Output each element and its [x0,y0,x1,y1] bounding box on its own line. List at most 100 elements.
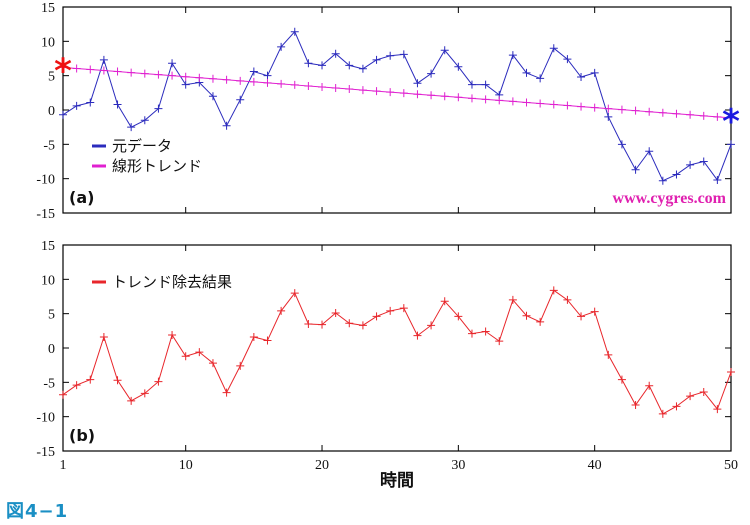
panel-a-data-point [277,79,286,88]
panel-a-data-point [290,80,299,89]
panel-b-data-point [318,320,327,329]
panel-a-data-point [168,59,177,68]
panel-b-xtick-label: 30 [451,458,465,473]
panel-b-data-point [358,321,367,330]
panel-a-data-point [318,61,327,70]
panel-b-legend-label: トレンド除去結果 [112,273,232,291]
panel-b-ytick-label: 5 [48,308,55,323]
panel-a-data-point [358,86,367,95]
panel-b-ytick-label: -5 [43,376,55,391]
panel-a-data-point [604,104,613,113]
panel-a-data-point [440,46,449,55]
panel-a-data-point [467,80,476,89]
panel-a-data-point [590,68,599,77]
panel-b-ytick-label: -10 [36,411,55,426]
panel-a-data-point [604,112,613,121]
panel-a-data-point [113,67,122,76]
panel-b-xtick-label: 50 [724,458,738,473]
panel-a-data-point [467,94,476,103]
panel-a-data-point [440,92,449,101]
panel-a-data-point [263,78,272,87]
panel-b-data-point [590,307,599,316]
panel-a-data-point [577,73,586,82]
panel-a-data-point [208,92,217,101]
panel-b-data-point [672,402,681,411]
panel-b-data-point [345,319,354,328]
panel-a-data-point [195,73,204,82]
panel-a-data-point [86,98,95,107]
panel-a-data-point [372,87,381,96]
panel-b-data-point [99,333,108,342]
panel-a-data-point [549,44,558,53]
panel-a-data-point [154,70,163,79]
panel-b-data-point [86,375,95,384]
panel-a-data-point [399,50,408,59]
panel-a-data-point [222,75,231,84]
panel-a-data-point [699,157,708,166]
panel-a-data-point [345,61,354,70]
panel-b-data-point [699,387,708,396]
panel-b-data-point [249,333,258,342]
panel-b-data-point [645,381,654,390]
panel-a-data-point [413,90,422,99]
panel-a-data-point [331,49,340,58]
panel-b-data-point [577,312,586,321]
panel-b-data-point [331,308,340,317]
panel-b-data-point [727,368,735,377]
panel-a-data-point [536,74,545,83]
panel-a-data-point [358,64,367,73]
panel-a-data-point [86,65,95,74]
panel-a-ytick-label: 5 [48,70,55,85]
panel-a-ytick-label: -10 [36,173,55,188]
panel-b-data-point [413,331,422,340]
panel-b-data-point [481,327,490,336]
panel-a-data-point [631,106,640,115]
panel-a-data-point [72,64,81,73]
panel-a-data-point [549,100,558,109]
panel-a-data-point [99,55,108,64]
panel-b-data-point [168,330,177,339]
panel-b-label: (b) [69,426,95,445]
panel-b-data-point [277,306,286,315]
panel-b-data-point [140,389,149,398]
panel-a-data-point [127,68,136,77]
panel-a-ytick-label: -5 [43,138,55,153]
panel-a-data-point [672,109,681,118]
panel-a-data-point [318,82,327,91]
panel-b-data-point [713,405,722,414]
panel-a-data-point [372,55,381,64]
panel-b-data-point [522,311,531,320]
panel-a-data-point [713,112,722,121]
panel-a-data-point [222,121,231,130]
panel-b-data-point [263,336,272,345]
panel-a-ytick-label: 10 [41,35,55,50]
panel-a-data-point [59,63,67,72]
panel-a-data-point [617,140,626,149]
panel-a-data-point [127,123,136,132]
panel-b-data-point [236,361,245,370]
panel-b-data-point [686,392,695,401]
panel-a-data-point [290,27,299,36]
figure-caption: 図4−1 [6,501,69,522]
panel-a-data-point [304,59,313,68]
panel-b-data-point [536,317,545,326]
watermark-text: www.cygres.com [613,190,727,207]
panel-a-data-point [236,76,245,85]
panel-a-data-point [277,42,286,51]
panel-b-data-point [154,377,163,386]
panel-a-series-line-0 [62,30,732,182]
panel-a-data-point [713,176,722,185]
panel-a-legend-label: 元データ [112,137,172,155]
panel-a-data-point [617,105,626,114]
panel-b-data-point [495,337,504,346]
panel-a-data-point [727,113,735,122]
panel-a-data-point [427,91,436,100]
panel-b-data-point [195,348,204,357]
panel-a-data-point [658,108,667,117]
panel-b-data-point [631,400,640,409]
panel-b-data-point [304,319,313,328]
panel-a-data-point [590,103,599,112]
panel-b-data-point [59,390,67,399]
panel-a-ytick-label: 15 [41,1,55,16]
